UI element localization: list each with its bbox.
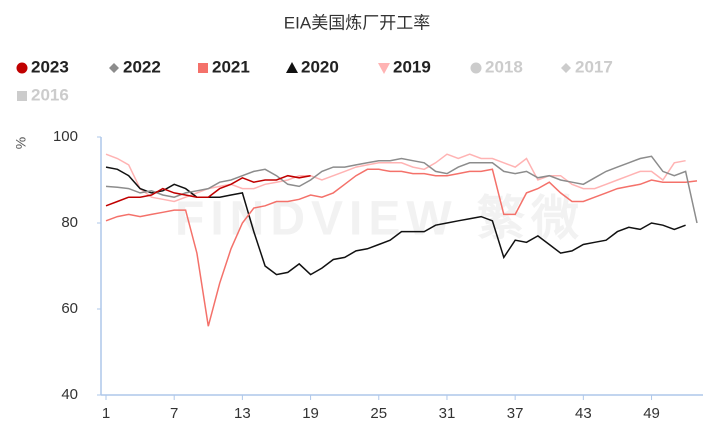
y-tick-label: 40 xyxy=(61,386,78,403)
legend-label: 2020 xyxy=(301,57,339,76)
legend-label: 2019 xyxy=(393,57,431,76)
legend-marker xyxy=(378,63,390,74)
legend-label: 2022 xyxy=(123,57,161,76)
y-tick-label: 80 xyxy=(61,214,78,231)
legend-label: 2021 xyxy=(212,57,250,76)
legend-marker xyxy=(16,62,28,74)
chart-title: EIA美国炼厂开工率 xyxy=(284,13,430,32)
legend-marker xyxy=(17,91,27,101)
x-tick-label: 37 xyxy=(507,405,524,422)
series-line xyxy=(105,174,311,207)
x-tick-label: 43 xyxy=(575,405,592,422)
series-line xyxy=(105,155,698,224)
x-tick-label: 7 xyxy=(170,405,178,422)
legend-marker xyxy=(470,62,482,74)
legend-marker xyxy=(198,63,208,73)
x-tick-label: 25 xyxy=(370,405,387,422)
y-tick-label: 100 xyxy=(53,128,78,145)
legend-label: 2018 xyxy=(485,57,523,76)
legend-label: 2016 xyxy=(31,85,69,104)
series-line xyxy=(105,153,686,203)
x-tick-label: 1 xyxy=(102,405,110,422)
y-tick-label: 60 xyxy=(61,300,78,317)
x-tick-label: 13 xyxy=(234,405,251,422)
legend-marker xyxy=(561,63,571,73)
x-tick-label: 31 xyxy=(439,405,456,422)
legend-marker xyxy=(109,63,119,73)
legend-label: 2023 xyxy=(31,57,69,76)
x-tick-label: 19 xyxy=(302,405,319,422)
legend-label: 2017 xyxy=(575,57,613,76)
series-line xyxy=(105,168,698,327)
legend-marker xyxy=(286,62,298,73)
y-axis-label: % xyxy=(13,137,29,149)
x-tick-label: 49 xyxy=(643,405,660,422)
watermark: FINDVIEW 繁微 xyxy=(175,193,585,246)
